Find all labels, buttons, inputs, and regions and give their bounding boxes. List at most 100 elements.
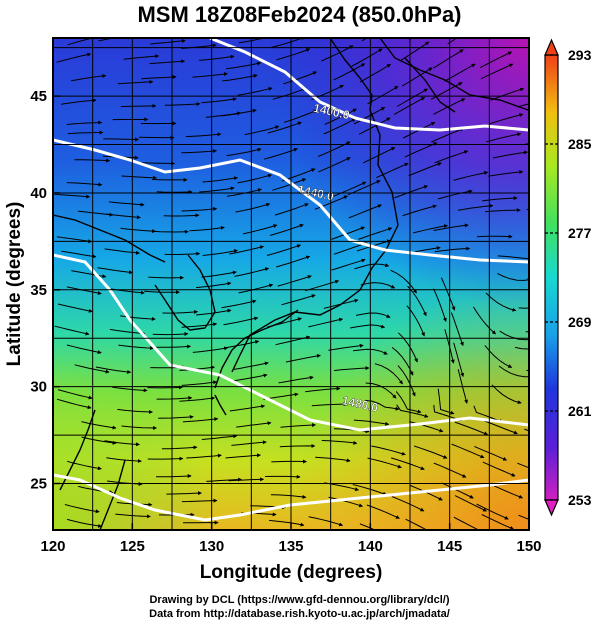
streamline (225, 453, 261, 459)
streamline (486, 132, 522, 143)
streamline (139, 161, 175, 166)
streamline (433, 288, 447, 323)
streamline (61, 250, 97, 259)
streamline (399, 41, 430, 62)
streamline (61, 98, 97, 105)
streamline (498, 365, 529, 379)
streamline (105, 213, 141, 220)
streamline (431, 127, 465, 143)
streamline (66, 460, 102, 471)
streamline (284, 109, 318, 123)
x-tick-label: 140 (358, 538, 383, 555)
streamline (333, 63, 366, 81)
y-tick-label: 40 (30, 185, 47, 202)
streamline (394, 185, 429, 199)
streamline (304, 279, 340, 292)
streamline (148, 275, 184, 280)
streamline (156, 396, 193, 401)
graticule (53, 38, 529, 530)
colorbar-min-arrow (544, 499, 559, 517)
credit-drawing: Drawing by DCL (https://www.gfd-dennou.o… (149, 594, 450, 606)
streamline (482, 196, 518, 202)
streamline (311, 402, 348, 407)
streamline (57, 303, 93, 313)
streamline (518, 514, 529, 520)
streamline (454, 495, 487, 512)
x-axis-ticks: 120 125 130 135 140 145 150 (40, 523, 542, 555)
streamline (476, 503, 509, 520)
streamline (66, 120, 103, 125)
streamline (354, 263, 390, 270)
colorbar-tick-label: 269 (568, 314, 592, 330)
streamline (351, 48, 383, 67)
streamline (186, 453, 222, 459)
streamline (264, 474, 301, 479)
streamline (71, 73, 107, 82)
streamline (490, 87, 525, 101)
streamline (333, 181, 367, 197)
streamline (276, 48, 311, 61)
streamline (281, 294, 316, 306)
streamline (98, 38, 116, 42)
streamline (270, 494, 307, 499)
streamline (485, 208, 521, 213)
streamline (367, 85, 399, 105)
streamline (196, 308, 232, 316)
colorbar-tick-label: 285 (568, 136, 592, 152)
streamline (348, 204, 382, 219)
streamline (331, 258, 366, 271)
streamline (393, 96, 426, 115)
streamline (375, 162, 409, 179)
y-tick-label: 30 (30, 379, 47, 396)
streamline (121, 425, 158, 430)
streamline (365, 382, 397, 399)
streamline (67, 38, 103, 46)
streamline (231, 440, 267, 446)
streamline (353, 106, 386, 125)
streamline (221, 108, 257, 117)
streamline (104, 248, 141, 255)
streamline (66, 286, 102, 295)
streamline (229, 404, 266, 412)
streamline (321, 45, 354, 62)
streamline (491, 384, 522, 405)
streamline (434, 150, 469, 164)
streamline (492, 150, 528, 159)
streamline (321, 440, 358, 445)
streamline (274, 203, 309, 216)
streamline (488, 170, 524, 177)
streamline (71, 270, 107, 279)
streamline (117, 408, 153, 414)
streamline (478, 38, 481, 40)
streamline (56, 398, 92, 410)
x-axis-label: Longitude (degrees) (200, 562, 383, 583)
y-tick-label: 45 (30, 88, 47, 105)
streamline (437, 388, 455, 415)
streamline (151, 177, 188, 182)
streamline (359, 63, 391, 83)
streamline (472, 306, 496, 335)
streamline (360, 282, 396, 289)
streamline (144, 290, 180, 295)
streamline (81, 436, 117, 445)
streamline (181, 206, 218, 212)
streamline (238, 283, 274, 294)
streamline (236, 421, 272, 428)
streamline (305, 386, 341, 393)
streamline (328, 496, 364, 508)
streamline (66, 518, 103, 528)
streamline (221, 299, 257, 309)
streamline (352, 484, 387, 496)
streamline (480, 63, 514, 80)
streamline (199, 186, 235, 193)
streamline (226, 61, 262, 70)
streamline (406, 305, 425, 337)
streamline (323, 118, 356, 135)
streamline (117, 79, 154, 85)
streamline (64, 504, 100, 514)
streamline (263, 147, 298, 160)
streamline (412, 224, 448, 234)
streamline (366, 504, 400, 519)
y-tick-label: 25 (30, 476, 47, 493)
streamline (163, 213, 200, 218)
